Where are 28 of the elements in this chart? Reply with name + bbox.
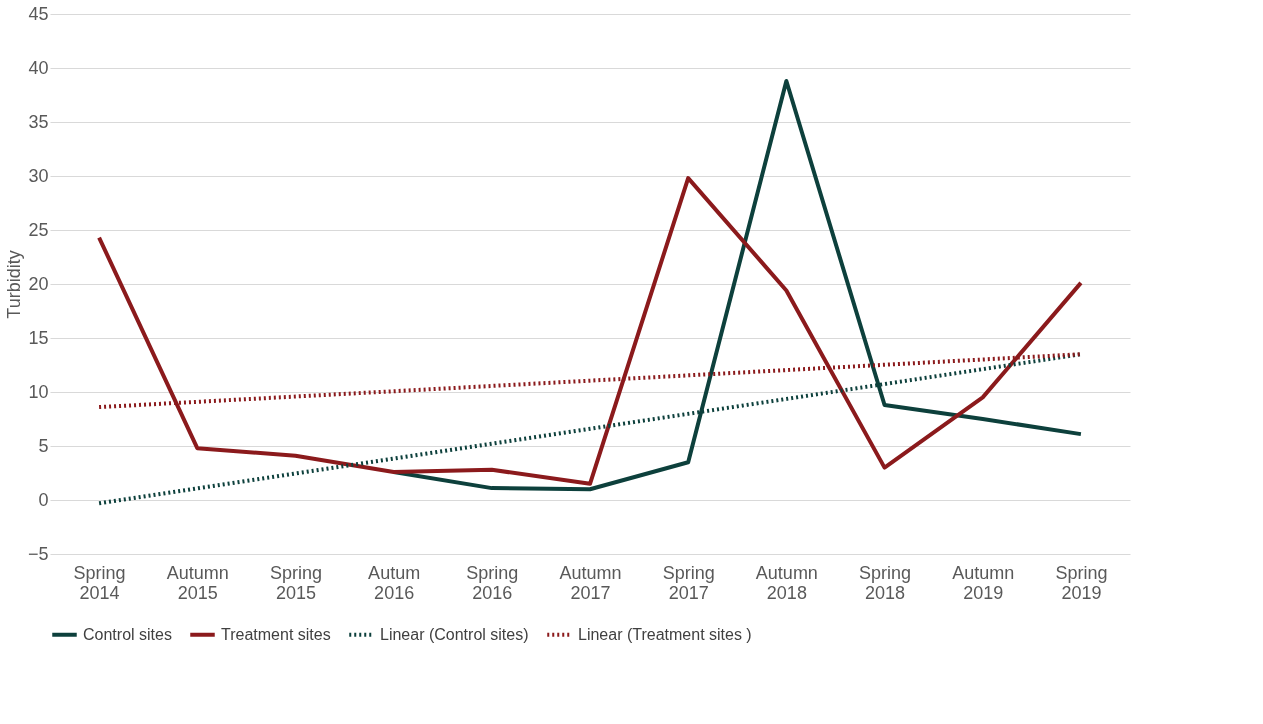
y-axis-title: Turbidity [3,250,24,319]
y-tick-label: 30 [28,165,49,186]
x-tick-label: Autumn 2019 [952,562,1015,603]
legend-label: Control sites [83,625,172,643]
y-tick-label: 45 [28,3,49,24]
y-tick-label: 20 [28,273,49,294]
y-tick-label: 40 [28,57,49,78]
y-tick-label: 10 [28,381,49,402]
y-tick-label: 5 [38,435,49,456]
x-tick-label: Autumn 2018 [755,562,818,603]
y-tick-label: 25 [28,219,49,240]
y-tick-label: 0 [38,489,49,510]
legend-label: Treatment sites [221,625,331,643]
x-tick-label: Spring 2018 [859,562,912,603]
x-tick-label: Autumn 2015 [166,562,229,603]
y-tick-label: −5 [27,543,49,564]
x-tick-label: Spring 2017 [662,562,715,603]
y-tick-label: 35 [28,111,49,132]
legend-label: Linear (Control sites) [380,625,529,643]
y-tick-label: 15 [28,327,49,348]
x-tick-label: Autum 2016 [368,562,421,603]
x-tick-label: Spring 2015 [269,562,322,603]
x-tick-label: Spring 2014 [73,562,126,603]
x-tick-label: Autumn 2017 [559,562,622,603]
x-tick-label: Spring 2016 [466,562,519,603]
x-tick-label: Spring 2019 [1055,562,1108,603]
legend-label: Linear (Treatment sites ) [578,625,752,643]
line-series [97,176,1083,486]
